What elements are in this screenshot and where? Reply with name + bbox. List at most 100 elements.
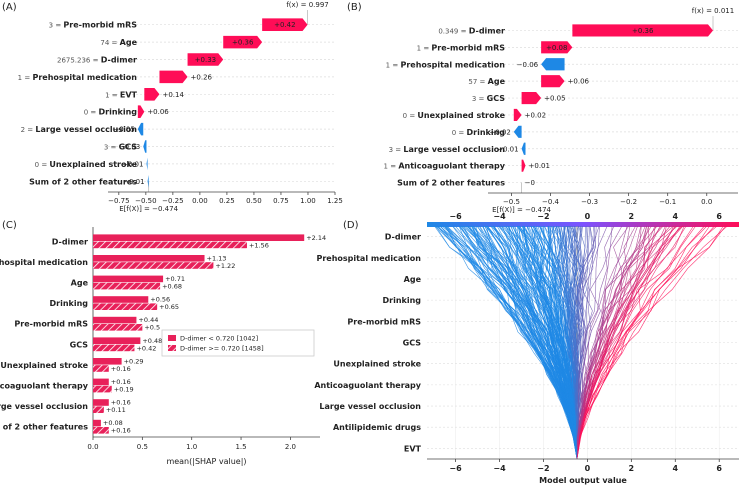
feature-label: Anticoaguolant therapy — [314, 381, 421, 390]
category-label: Prehospital medication — [0, 258, 88, 267]
feature-row-label: 3 = GCS — [104, 143, 137, 152]
x-axis-title: mean(|SHAP value|) — [166, 457, 246, 466]
feature-label: EVT — [404, 444, 422, 453]
shap-value-label: +0.02 — [525, 111, 546, 119]
feature-name: GCS — [487, 94, 506, 103]
feature-label: Age — [404, 275, 422, 284]
feature-label: Large vessel occlusion — [319, 402, 421, 411]
feature-name: D-dimer — [101, 56, 137, 65]
feature-label: Pre-morbid mRS — [347, 317, 421, 326]
feature-name: D-dimer — [469, 26, 505, 35]
waterfall-bar — [159, 70, 188, 84]
x-axis-title: Model output value — [539, 476, 627, 485]
decision-line — [518, 225, 578, 460]
panel-label: (C) — [2, 220, 17, 231]
feature-row-label: 3 = Large vessel occlusion — [389, 145, 506, 154]
top-tick-label: −6 — [449, 212, 462, 221]
legend-swatch-2 — [168, 345, 176, 351]
x-tick-label: 2 — [629, 464, 635, 473]
decision-line — [576, 225, 600, 460]
bar-series-2 — [93, 241, 247, 249]
feature-row-label: 0 = Unexplained stroke — [403, 111, 506, 120]
decision-line — [437, 225, 578, 460]
feature-row-label: 1 = Anticoaguolant therapy — [384, 162, 506, 171]
decision-line — [576, 225, 687, 460]
x-tick-label: 6 — [716, 464, 722, 473]
shap-value-label: −0 — [525, 179, 535, 187]
category-label: Large vessel occlusion — [0, 402, 88, 411]
bar-value-label: +0.16 — [111, 427, 131, 435]
feature-row-label: 3 = Pre-morbid mRS — [49, 21, 138, 30]
decision-line — [539, 225, 578, 460]
decision-line — [507, 225, 578, 460]
feature-value: 2 = — [21, 126, 36, 134]
feature-value: 1 = — [384, 163, 399, 171]
shap-value-label: +0.33 — [195, 56, 216, 64]
panel-label: (D) — [343, 220, 359, 231]
waterfall-bar — [143, 140, 147, 153]
bar-value-label: +0.71 — [165, 275, 185, 283]
feature-name: Unexplained stroke — [49, 160, 137, 169]
bar-value-label: +0.16 — [111, 399, 131, 407]
shap-value-label: −0.06 — [517, 61, 539, 69]
feature-value: 1 = — [417, 44, 432, 52]
legend-swatch-1 — [168, 335, 176, 341]
x-tick-label: 0.0 — [701, 198, 712, 206]
feature-value: 0.349 = — [438, 27, 468, 35]
bar-series-1 — [93, 399, 109, 406]
waterfall-bar — [147, 175, 149, 188]
decision-line — [576, 225, 694, 460]
decision-line — [443, 225, 578, 460]
x-tick-label: 1.5 — [235, 443, 246, 451]
decision-line — [565, 225, 579, 460]
x-tick-label: 0.50 — [246, 197, 262, 205]
bar-series-2 — [93, 365, 109, 372]
x-tick-label: 0.5 — [137, 443, 148, 451]
x-tick-label: −0.25 — [162, 197, 183, 205]
feature-row-label: 0 = Drinking — [452, 128, 506, 137]
panel-c-bar-chart: (C) D-dimer +2.14 +1.56 Prehospital medicati… — [0, 220, 326, 466]
feature-name: Unexplained stroke — [417, 111, 505, 120]
base-value-label: E[f(X)] = −0.474 — [492, 206, 551, 214]
bar-value-label: +1.22 — [215, 262, 235, 270]
decision-line — [576, 225, 647, 460]
feature-label: D-dimer — [385, 233, 421, 242]
shap-value-label: −0.02 — [489, 128, 510, 136]
x-tick-label: −4 — [493, 464, 506, 473]
feature-label: Unexplained stroke — [333, 360, 421, 369]
x-tick-label: −0.4 — [542, 198, 560, 206]
category-label: GCS — [70, 340, 89, 349]
feature-value: 57 = — [468, 78, 487, 86]
category-label: D-dimer — [52, 237, 88, 246]
bar-series-2 — [93, 262, 214, 269]
bar-series-1 — [93, 275, 164, 283]
decision-line — [519, 225, 578, 460]
decision-line — [576, 225, 724, 460]
feature-label: Prehospital medication — [316, 254, 421, 263]
feature-label: GCS — [403, 339, 422, 348]
decision-line — [444, 225, 578, 460]
x-tick-label: −0.1 — [659, 198, 676, 206]
feature-name: Drinking — [466, 128, 505, 137]
feature-row-label: 1 = EVT — [105, 90, 137, 99]
x-tick-label: 1.00 — [300, 197, 316, 205]
decision-line — [435, 225, 578, 460]
shap-value-label: −0.05 — [113, 126, 134, 134]
feature-label: Drinking — [382, 296, 421, 305]
bar-value-label: +0.16 — [111, 365, 131, 373]
top-tick-label: 0 — [585, 212, 591, 221]
feature-value: 3 = — [49, 22, 64, 30]
feature-value: 3 = — [389, 146, 404, 154]
x-tick-label: 1.0 — [186, 443, 197, 451]
x-tick-label: −0.5 — [503, 198, 520, 206]
shap-value-label: +0.26 — [191, 73, 213, 81]
bar-value-label: +1.56 — [249, 241, 269, 249]
panel-b-waterfall: (B) f(x) = 0.011 +0.36 0.349 = D-dimer +0.08… — [347, 2, 738, 214]
bar-series-2 — [93, 406, 104, 413]
legend-box — [161, 329, 315, 357]
bar-series-2 — [93, 324, 143, 331]
x-tick-label: 0.25 — [219, 197, 235, 205]
feature-row-label: 3 = GCS — [472, 94, 505, 103]
bar-series-1 — [93, 234, 305, 241]
